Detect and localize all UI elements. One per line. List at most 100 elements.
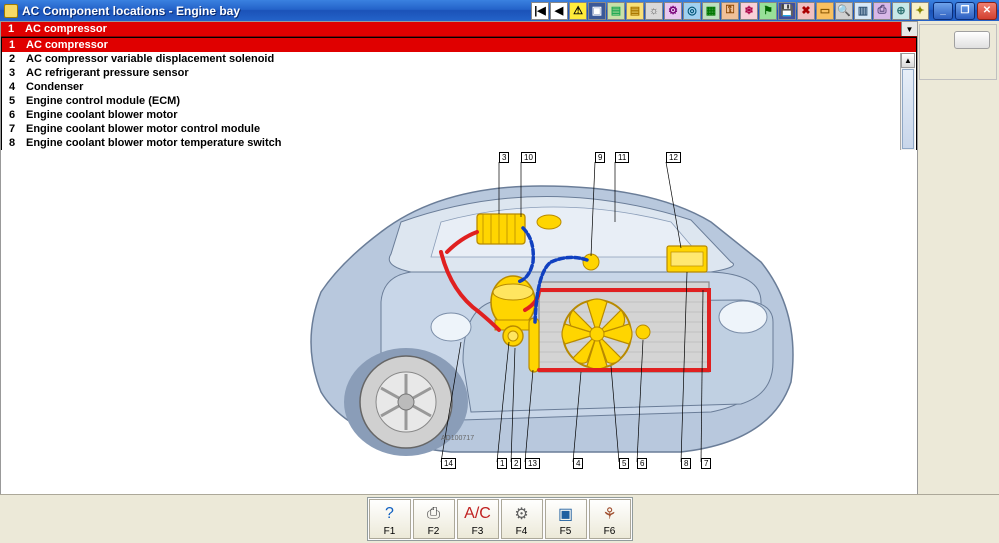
dropdown-item[interactable]: 2AC compressor variable displacement sol…	[2, 52, 916, 66]
item-label: AC compressor	[22, 39, 916, 51]
callout-label: 13	[525, 458, 540, 469]
fn-key-label: F2	[428, 526, 440, 537]
component-dropdown: 1AC compressor2AC compressor variable di…	[1, 37, 917, 151]
dropdown-item[interactable]: 6Engine coolant blower motor	[2, 108, 916, 122]
item-number: 8	[2, 137, 22, 149]
callout-label: 8	[681, 458, 691, 469]
scroll-up-button[interactable]: ▲	[901, 53, 915, 68]
window-controls: _ ❐ ✕	[933, 2, 997, 20]
ac-icon[interactable]: ❄	[740, 2, 758, 20]
print-icon: ⎙	[420, 503, 448, 525]
item-number: 3	[2, 67, 22, 79]
minimize-button[interactable]: _	[933, 2, 953, 20]
dropdown-item[interactable]: 7Engine coolant blower motor control mod…	[2, 122, 916, 136]
callout-label: 3	[499, 152, 509, 163]
chart-icon[interactable]: ▥	[854, 2, 872, 20]
globe-icon[interactable]: ⊕	[892, 2, 910, 20]
engine-bay-diagram	[291, 162, 801, 462]
callout-label: 4	[573, 458, 583, 469]
selector-number: 1	[1, 23, 21, 35]
scroll-thumb[interactable]	[902, 69, 914, 149]
titlebar: AC Component locations - Engine bay |◀◀⚠…	[0, 0, 999, 21]
item-number: 4	[2, 81, 22, 93]
diagram-area: 31091112 14121345687 AD100717	[1, 150, 917, 494]
callout-label: 14	[441, 458, 456, 469]
info-icon[interactable]: ▣	[588, 2, 606, 20]
callout-label: 7	[701, 458, 711, 469]
app-icon	[4, 4, 18, 18]
item-label: Engine coolant blower motor temperature …	[22, 137, 916, 149]
item-number: 5	[2, 95, 22, 107]
callout-label: 1	[497, 458, 507, 469]
fn-component-button[interactable]: ▣F5	[545, 499, 587, 539]
fn-print-button[interactable]: ⎙F2	[413, 499, 455, 539]
toolbar: |◀◀⚠▣▤▤☼⚙◎▦⚿❄⚑💾✖▭🔍▥⎙⊕✦	[531, 2, 929, 20]
tool-icon[interactable]: ✖	[797, 2, 815, 20]
key-icon[interactable]: ⚿	[721, 2, 739, 20]
dropdown-item[interactable]: 1AC compressor	[2, 38, 916, 52]
callout-label: 6	[637, 458, 647, 469]
fn-key-label: F5	[560, 526, 572, 537]
item-number: 1	[2, 39, 22, 51]
dropdown-item[interactable]: 5Engine control module (ECM)	[2, 94, 916, 108]
help-icon[interactable]: ✦	[911, 2, 929, 20]
chip-icon[interactable]: ▦	[702, 2, 720, 20]
callout-label: 5	[619, 458, 629, 469]
callout-label: 11	[615, 152, 629, 163]
doc1-icon[interactable]: ▤	[607, 2, 625, 20]
ac-icon: A/C	[464, 503, 492, 525]
glass-icon[interactable]: 🔍	[835, 2, 853, 20]
plug-icon[interactable]: ⚙	[664, 2, 682, 20]
book-icon[interactable]: ▭	[816, 2, 834, 20]
drivetrain-icon: ⚘	[596, 503, 624, 525]
component-icon: ▣	[552, 503, 580, 525]
dropdown-scrollbar[interactable]: ▲ ▼	[900, 53, 915, 165]
component-selector[interactable]: 1 AC compressor ▼	[1, 22, 917, 37]
callout-label: 2	[511, 458, 521, 469]
print-icon[interactable]: ⎙	[873, 2, 891, 20]
fn-help-button[interactable]: ?F1	[369, 499, 411, 539]
help-icon: ?	[376, 503, 404, 525]
callout-label: 12	[666, 152, 681, 163]
chevron-down-icon[interactable]: ▼	[901, 22, 917, 36]
fn-drivetrain-button[interactable]: ⚘F6	[589, 499, 631, 539]
engine-icon: ⚙	[508, 503, 536, 525]
item-label: Condenser	[22, 81, 916, 93]
back-icon[interactable]: ◀	[550, 2, 568, 20]
item-label: Engine control module (ECM)	[22, 95, 916, 107]
item-number: 7	[2, 123, 22, 135]
first-icon[interactable]: |◀	[531, 2, 549, 20]
warning-icon[interactable]: ⚠	[569, 2, 587, 20]
function-bar: ?F1⎙F2A/CF3⚙F4▣F5⚘F6	[0, 494, 999, 543]
item-label: Engine coolant blower motor control modu…	[22, 123, 916, 135]
fn-ac-button[interactable]: A/CF3	[457, 499, 499, 539]
selector-label: AC compressor	[21, 23, 901, 35]
flag-icon[interactable]: ⚑	[759, 2, 777, 20]
fn-engine-button[interactable]: ⚙F4	[501, 499, 543, 539]
fn-key-label: F4	[516, 526, 528, 537]
dropdown-item[interactable]: 8Engine coolant blower motor temperature…	[2, 136, 916, 150]
disk-icon[interactable]: 💾	[778, 2, 796, 20]
item-number: 2	[2, 53, 22, 65]
callout-label: 9	[595, 152, 605, 163]
item-number: 6	[2, 109, 22, 121]
item-label: AC compressor variable displacement sole…	[22, 53, 916, 65]
function-panel: ?F1⎙F2A/CF3⚙F4▣F5⚘F6	[367, 497, 633, 541]
item-label: AC refrigerant pressure sensor	[22, 67, 916, 79]
fn-key-label: F3	[472, 526, 484, 537]
scope-icon[interactable]: ◎	[683, 2, 701, 20]
callout-label: 10	[521, 152, 536, 163]
dropdown-item[interactable]: 3AC refrigerant pressure sensor	[2, 66, 916, 80]
close-button[interactable]: ✕	[977, 2, 997, 20]
dropdown-item[interactable]: 4Condenser	[2, 80, 916, 94]
restore-button[interactable]: ❐	[955, 2, 975, 20]
window-title: AC Component locations - Engine bay	[22, 4, 240, 18]
item-label: Engine coolant blower motor	[22, 109, 916, 121]
gear-icon[interactable]: ☼	[645, 2, 663, 20]
fn-key-label: F1	[384, 526, 396, 537]
diagram-reference: AD100717	[441, 435, 474, 442]
main-area: 1 AC compressor ▼ 1AC compressor2AC comp…	[0, 21, 918, 494]
side-panel-button[interactable]	[954, 31, 990, 49]
fn-key-label: F6	[604, 526, 616, 537]
doc2-icon[interactable]: ▤	[626, 2, 644, 20]
